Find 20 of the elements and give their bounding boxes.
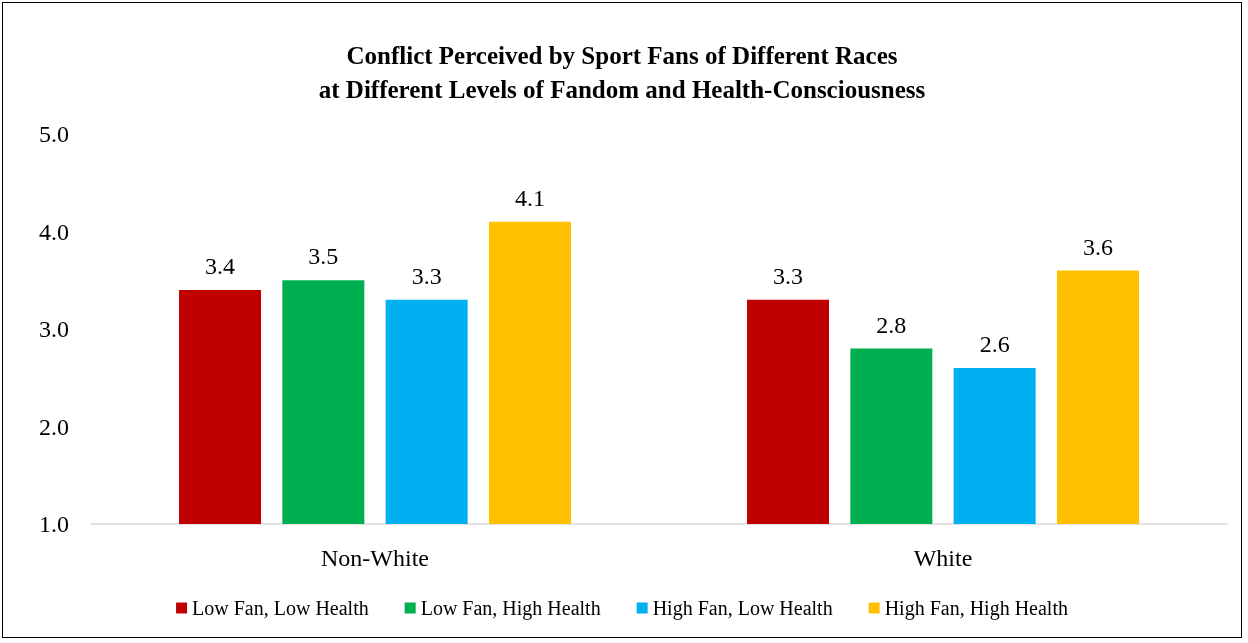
y-tick-label: 4.0: [39, 218, 69, 245]
data-label: 3.5: [308, 243, 339, 270]
x-tick-label: White: [913, 545, 973, 571]
legend-label: Low Fan, Low Health: [192, 597, 369, 619]
legend-label: High Fan, High Health: [884, 597, 1068, 620]
y-tick-label: 1.0: [39, 511, 69, 537]
legend-label: High Fan, Low Health: [652, 597, 833, 620]
y-tick-label: 2.0: [39, 413, 69, 440]
data-label: 2.8: [876, 311, 907, 338]
y-tick-label: 5.0: [39, 121, 69, 147]
data-label: 2.6: [979, 331, 1010, 357]
data-label: 3.3: [773, 262, 804, 289]
legend-label: Low Fan, High Health: [420, 597, 601, 620]
data-label: 4.1: [514, 184, 545, 211]
data-label: 3.6: [1082, 233, 1113, 260]
y-tick-label: 3.0: [39, 316, 69, 342]
data-label: 3.4: [205, 253, 236, 279]
chart-title: Conflict Perceived by Sport Fans of Different Races at Different Levels of Fandom and Health-Consciousness: [318, 41, 926, 103]
x-tick-label: Non-White: [321, 545, 429, 571]
data-label: 3.3: [411, 262, 442, 289]
